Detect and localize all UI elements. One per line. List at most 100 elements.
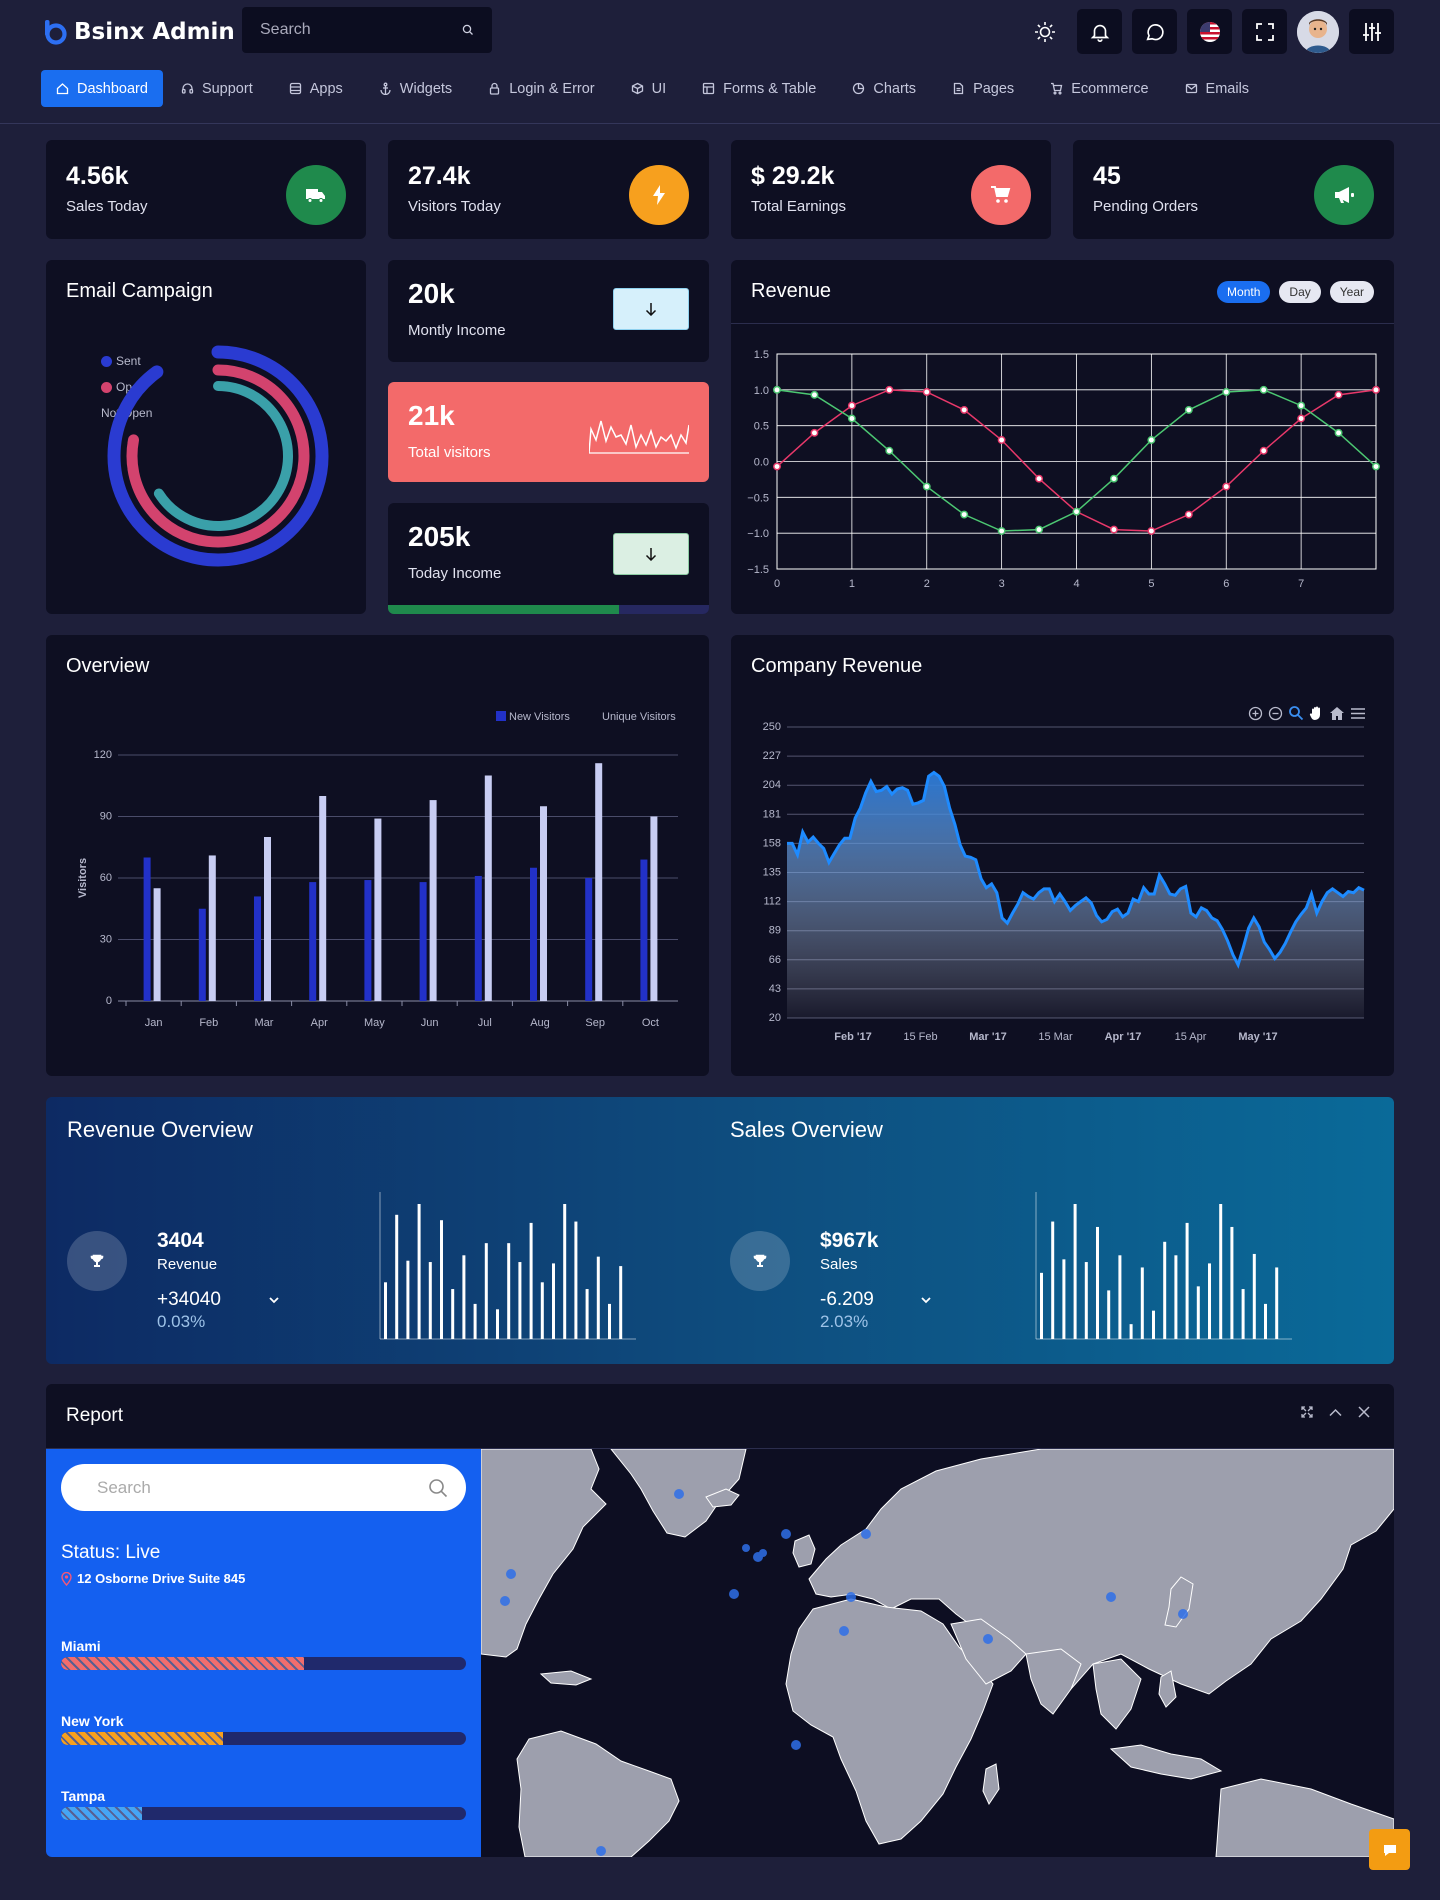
legend-dot (101, 355, 112, 367)
legend-item-sent: Sent (101, 348, 152, 374)
tab-day[interactable]: Day (1279, 281, 1321, 303)
zoom-in-icon[interactable] (1248, 706, 1263, 721)
search-icon[interactable] (462, 24, 474, 36)
nav-forms-table[interactable]: Forms & Table (684, 70, 834, 107)
x-tick-label: 5 (1148, 578, 1154, 590)
y-tick-label: 66 (769, 954, 781, 966)
mini-bar (1129, 1324, 1133, 1339)
company-revenue-card: Company Revenue 250 227 204 181 158 135 112 89 6… (731, 635, 1394, 1076)
sales-overview-bars (1035, 1192, 1292, 1340)
avatar[interactable] (1297, 10, 1339, 53)
zoom-out-icon[interactable] (1268, 706, 1283, 721)
series-point (1259, 385, 1268, 394)
today-income-button[interactable] (613, 533, 689, 575)
stat-card-earnings: $ 29.2k Total Earnings (731, 140, 1051, 239)
trophy-badge (730, 1231, 790, 1291)
settings-button[interactable] (1349, 9, 1394, 54)
search-input[interactable] (260, 21, 440, 39)
sales-delta: -6.209 (820, 1289, 874, 1310)
nav-login-error[interactable]: Login & Error (470, 70, 612, 107)
today-income-card: 205k Today Income (388, 503, 709, 614)
map-marker (781, 1529, 791, 1539)
overview-band: Revenue Overview Sales Overview 3404 Rev… (46, 1097, 1394, 1364)
map-marker (500, 1596, 510, 1606)
progress-fill (61, 1657, 304, 1670)
stat-label: Pending Orders (1093, 198, 1199, 215)
mini-bar (462, 1255, 466, 1339)
nav-dashboard[interactable]: Dashboard (41, 70, 163, 107)
header-search[interactable] (242, 7, 492, 53)
tab-year[interactable]: Year (1329, 281, 1374, 303)
nav-support[interactable]: Support (163, 70, 271, 107)
legend-label: New Visitors (509, 711, 570, 723)
floating-action-button[interactable] (1369, 1829, 1410, 1870)
chevron-down-icon[interactable] (268, 1295, 280, 1305)
mini-bar (1051, 1221, 1055, 1339)
search-icon[interactable] (428, 1478, 448, 1498)
income-label: Today Income (408, 565, 502, 582)
nav-apps[interactable]: Apps (271, 70, 361, 107)
theme-toggle-button[interactable] (1022, 9, 1067, 54)
world-map[interactable] (481, 1449, 1394, 1857)
sales-percent: 2.03% (820, 1312, 869, 1331)
menu-icon[interactable] (1350, 707, 1366, 720)
monthly-income-button[interactable] (613, 288, 689, 330)
series-point (773, 462, 781, 471)
stat-label: Sales Today (66, 198, 148, 215)
radial-arc-not-open (153, 381, 293, 531)
pan-hand-icon[interactable] (1309, 705, 1324, 721)
nav-ui[interactable]: UI (613, 70, 685, 107)
mini-bar (1264, 1303, 1267, 1339)
report-controls (1301, 1406, 1370, 1418)
bar-new-visitors (585, 878, 593, 1001)
chevron-down-icon[interactable] (920, 1295, 932, 1305)
x-tick-label: Jun (421, 1017, 439, 1029)
bar-unique-visitors (595, 763, 603, 1001)
report-search[interactable] (61, 1464, 466, 1511)
search-icon[interactable] (1288, 705, 1304, 721)
notifications-button[interactable] (1077, 9, 1122, 54)
series-point (997, 527, 1006, 535)
mini-bar (473, 1303, 477, 1339)
y-tick-label: 227 (763, 750, 781, 762)
cart-icon (991, 186, 1011, 203)
trophy-icon (753, 1254, 767, 1267)
x-tick-label: Jul (478, 1017, 492, 1029)
brand-logo[interactable]: Bsinx Admin (42, 16, 235, 48)
home-icon[interactable] (1329, 706, 1345, 721)
city-progress-miami (61, 1657, 466, 1670)
chevron-up-icon[interactable] (1329, 1408, 1342, 1417)
map-north-america (481, 1449, 607, 1658)
y-axis-label: Visitors (77, 858, 89, 898)
home-icon (56, 83, 69, 95)
x-tick-label: 7 (1298, 578, 1304, 590)
close-icon[interactable] (1358, 1406, 1370, 1418)
map-madagascar (982, 1763, 1000, 1806)
nav-charts[interactable]: Charts (834, 70, 934, 107)
fullscreen-button[interactable] (1242, 9, 1287, 54)
report-search-input[interactable] (97, 1477, 377, 1498)
map-marker (674, 1489, 684, 1499)
revenue-overview-title: Revenue Overview (67, 1117, 253, 1142)
nav-emails[interactable]: Emails (1167, 70, 1268, 107)
nav-widgets[interactable]: Widgets (361, 70, 470, 107)
x-tick-label: 6 (1223, 578, 1229, 590)
city-progress-new-york (61, 1732, 466, 1745)
nav-pages[interactable]: Pages (934, 70, 1032, 107)
map-marker (506, 1569, 516, 1579)
nav-label: Pages (973, 80, 1015, 97)
tab-month[interactable]: Month (1217, 281, 1271, 303)
bell-icon (1090, 24, 1109, 42)
messages-button[interactable] (1132, 9, 1177, 54)
apps-icon (289, 82, 301, 95)
bar-unique-visitors (208, 855, 216, 1001)
expand-icon[interactable] (1301, 1406, 1313, 1418)
nav-ecommerce[interactable]: Ecommerce (1032, 70, 1166, 107)
map-south-america (516, 1730, 680, 1857)
y-tick-label: 90 (100, 811, 112, 823)
y-tick-label: 0.0 (754, 457, 769, 469)
language-button[interactable] (1187, 9, 1232, 54)
y-tick-label: 43 (769, 983, 781, 995)
x-tick-label: Apr (311, 1017, 328, 1029)
world-map-svg (481, 1449, 1394, 1857)
